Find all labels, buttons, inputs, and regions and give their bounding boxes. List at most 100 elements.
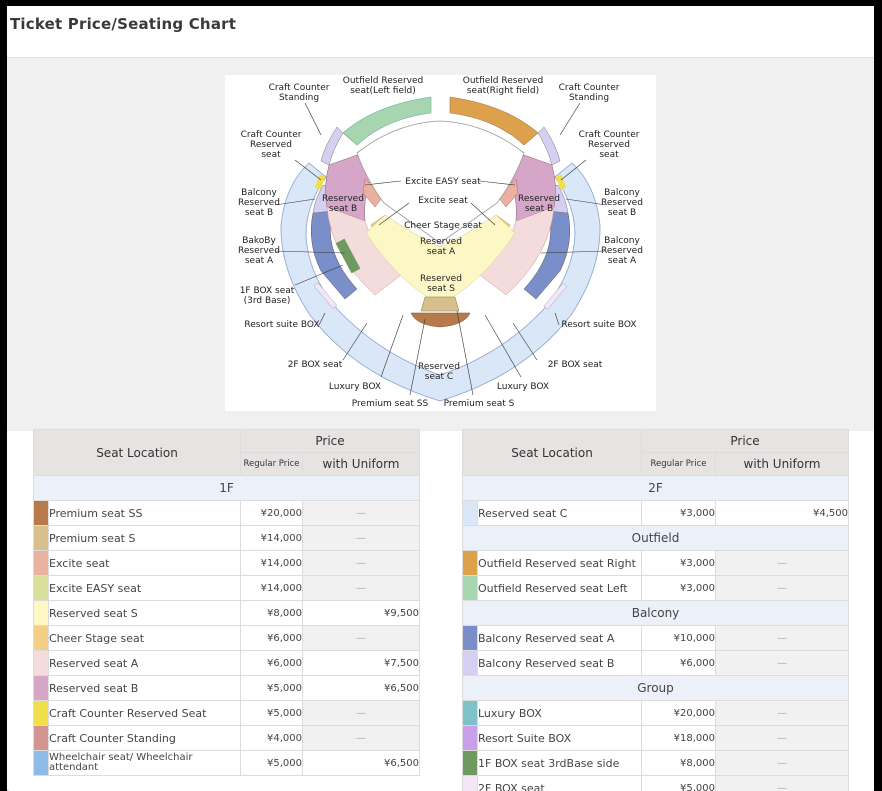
header-price: Price (240, 429, 421, 453)
title-divider (7, 57, 874, 58)
regular-price: ¥5,000 (641, 775, 717, 791)
regular-price: ¥10,000 (641, 625, 717, 651)
seat-color-swatch (33, 525, 49, 551)
table-row: 2F BOX seat ¥5,000— (462, 775, 850, 791)
label-1f-box: 1F BOX seat (3rd Base) (240, 286, 295, 306)
uniform-price: ¥9,500 (302, 600, 421, 626)
table-row: Luxury BOX ¥20,000— (462, 700, 850, 726)
seat-name: Craft Counter Standing (47, 725, 242, 751)
uniform-price: — (715, 775, 850, 791)
chart-labels: Craft Counter Standing Outfield Reserved s… (238, 76, 643, 409)
seat-name: Excite EASY seat (47, 575, 242, 601)
map-premium-s (420, 296, 460, 312)
seat-color-swatch (462, 575, 478, 601)
regular-price: ¥14,000 (240, 525, 304, 551)
regular-price: ¥6,000 (641, 650, 717, 676)
label-outfield-right: Outfield Reserved seat(Right field) (463, 76, 544, 96)
uniform-price: — (715, 575, 850, 601)
seat-color-swatch (33, 750, 49, 776)
seat-name: Resort Suite BOX (476, 725, 643, 751)
content-card: Ticket Price/Seating Chart (7, 6, 874, 791)
seat-name: Premium seat S (47, 525, 242, 551)
uniform-price: — (302, 550, 421, 576)
label-reserved-b-l: Reserved seat B (322, 194, 364, 214)
regular-price: ¥6,000 (240, 625, 304, 651)
label-reserved-c: Reserved seat C (418, 362, 460, 382)
table-row: Premium seat SS ¥20,000— (33, 500, 421, 526)
seat-color-swatch (462, 550, 478, 576)
table-row: Craft Counter Reserved Seat ¥5,000— (33, 700, 421, 726)
section-row: Outfield (461, 525, 850, 551)
header-seat-location: Seat Location (461, 429, 643, 476)
seat-name: Balcony Reserved seat A (476, 625, 643, 651)
uniform-price: — (302, 700, 421, 726)
price-table-1f: Seat Location Price Regular Price with U… (32, 429, 421, 776)
seat-name: Craft Counter Reserved Seat (47, 700, 242, 726)
seat-color-swatch (33, 500, 49, 526)
map-1f-box (335, 238, 361, 274)
label-premium-ss: Premium seat SS (352, 399, 429, 409)
seat-color-swatch (33, 675, 49, 701)
uniform-price: — (715, 700, 850, 726)
uniform-price: — (302, 525, 421, 551)
label-balcony-a-r: Balcony Reserved seat A (601, 236, 643, 266)
seat-name: Balcony Reserved seat B (476, 650, 643, 676)
label-reserved-s: Reserved seat S (420, 274, 462, 294)
map-field (356, 120, 525, 244)
uniform-price: — (715, 725, 850, 751)
header-regular-price: Regular Price (641, 452, 717, 476)
map-outfield-right (449, 96, 539, 146)
regular-price: ¥8,000 (240, 600, 304, 626)
page-title: Ticket Price/Seating Chart (10, 15, 237, 33)
label-excite-easy: Excite EASY seat (405, 177, 481, 187)
seat-name: Outfield Reserved seat Left (476, 575, 643, 601)
seat-name: Reserved seat S (47, 600, 242, 626)
label-cc-reserved-l: Craft Counter Reserved seat (241, 130, 302, 160)
stadium-map: Craft Counter Standing Outfield Reserved s… (238, 76, 643, 409)
label-reserved-a: Reserved seat A (420, 237, 462, 257)
regular-price: ¥14,000 (240, 575, 304, 601)
uniform-price: — (302, 725, 421, 751)
uniform-price: — (715, 650, 850, 676)
seat-color-swatch (33, 550, 49, 576)
section-row: 2F (461, 475, 850, 501)
seat-name: Reserved seat B (47, 675, 242, 701)
section-title: Group (461, 675, 850, 701)
label-cc-standing-l: Craft Counter Standing (269, 83, 330, 103)
label-balcony-b-r: Balcony Reserved seat B (601, 188, 643, 218)
table-row: Balcony Reserved seat A ¥10,000— (462, 625, 850, 651)
seat-color-swatch (462, 700, 478, 726)
table-row: Outfield Reserved seat Left ¥3,000— (462, 575, 850, 601)
label-excite: Excite seat (418, 196, 468, 206)
section-title: 1F (32, 475, 421, 501)
seat-name: Excite seat (47, 550, 242, 576)
price-table-2f: Seat Location Price Regular Price with U… (461, 429, 850, 791)
seat-name: Outfield Reserved seat Right (476, 550, 643, 576)
label-resort-r: Resort suite BOX (561, 320, 636, 330)
label-2f-box-r: 2F BOX seat (548, 360, 603, 370)
header-with-uniform: with Uniform (715, 452, 850, 476)
label-luxury-r: Luxury BOX (497, 382, 549, 392)
regular-price: ¥3,000 (641, 500, 717, 526)
section-row: Balcony (461, 600, 850, 626)
uniform-price: — (715, 550, 850, 576)
label-reserved-b-r: Reserved seat B (518, 194, 560, 214)
seat-color-swatch (33, 575, 49, 601)
map-outfield-left (342, 96, 432, 146)
seat-color-swatch (462, 625, 478, 651)
regular-price: ¥8,000 (641, 750, 717, 776)
label-cc-reserved-r: Craft Counter Reserved seat (579, 130, 640, 160)
regular-price: ¥18,000 (641, 725, 717, 751)
label-balcony-b-l: Balcony Reserved seat B (238, 188, 280, 218)
seat-color-swatch (33, 600, 49, 626)
map-resort-left (313, 282, 338, 310)
regular-price: ¥5,000 (240, 750, 304, 776)
map-resort-right (543, 282, 568, 310)
label-cheer-stage: Cheer Stage seat (404, 221, 482, 231)
label-premium-s: Premium seat S (444, 399, 515, 409)
map-craft-yellow-right (555, 174, 567, 190)
table-row: Resort Suite BOX ¥18,000— (462, 725, 850, 751)
table-row: Reserved seat C ¥3,000 ¥4,500 (462, 500, 850, 526)
header-seat-location: Seat Location (32, 429, 242, 476)
